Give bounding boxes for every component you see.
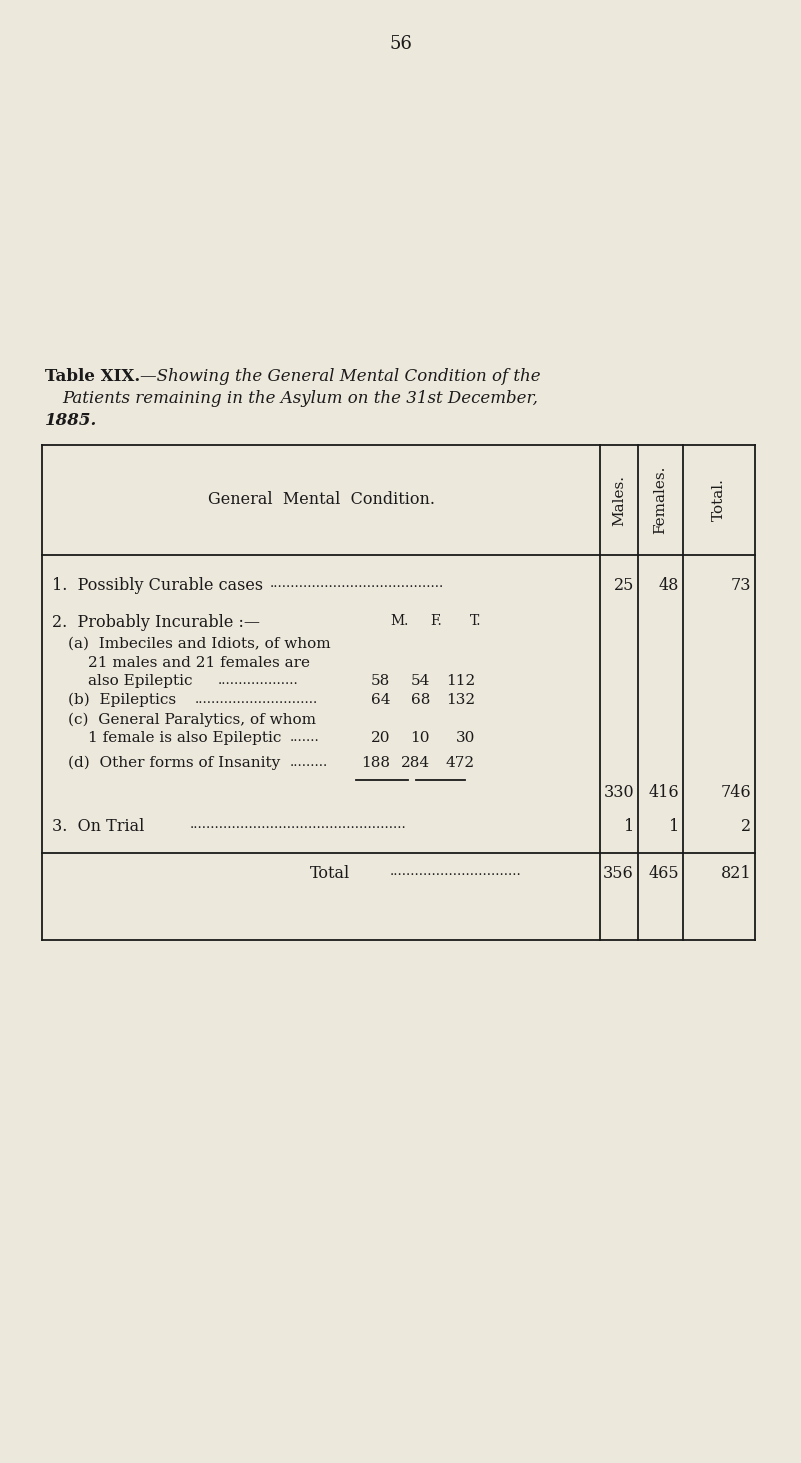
Text: General  Mental  Condition.: General Mental Condition. [207,492,434,509]
Text: (a)  Imbeciles and Idiots, of whom: (a) Imbeciles and Idiots, of whom [68,636,331,651]
Text: 58: 58 [371,674,390,688]
Text: (d)  Other forms of Insanity: (d) Other forms of Insanity [68,756,280,771]
Text: Patients remaining in the Asylum on the 31st December,: Patients remaining in the Asylum on the … [62,391,538,407]
Text: 25: 25 [614,576,634,594]
Text: 1: 1 [669,818,679,835]
Text: 472: 472 [446,756,475,770]
Text: 2.  Probably Incurable :—: 2. Probably Incurable :— [52,614,260,631]
Text: ...............................: ............................... [390,865,521,878]
Text: .............................: ............................. [195,693,318,707]
Text: 746: 746 [720,784,751,802]
Text: 21 males and 21 females are: 21 males and 21 females are [88,655,310,670]
Text: Total.: Total. [712,478,726,521]
Text: 30: 30 [456,732,475,745]
Text: 1885.: 1885. [45,413,97,429]
Text: 1 female is also Epileptic: 1 female is also Epileptic [88,732,281,745]
Text: 356: 356 [603,865,634,882]
Text: Total: Total [310,865,350,882]
Text: Males.: Males. [612,474,626,525]
Text: .......: ....... [290,732,320,745]
Text: .........: ......... [290,756,328,770]
Text: 132: 132 [446,693,475,707]
Text: 54: 54 [411,674,430,688]
Text: 284: 284 [400,756,430,770]
Text: 330: 330 [603,784,634,802]
Text: 465: 465 [648,865,679,882]
Text: 73: 73 [731,576,751,594]
Text: 112: 112 [445,674,475,688]
Text: 56: 56 [389,35,412,53]
Text: Table XIX.: Table XIX. [45,369,140,385]
Text: M.: M. [390,614,409,628]
Text: T.: T. [470,614,481,628]
Text: (c)  General Paralytics, of whom: (c) General Paralytics, of whom [68,712,316,727]
Text: ...................: ................... [218,674,299,688]
Text: ...................................................: ........................................… [190,818,407,831]
Text: 48: 48 [658,576,679,594]
Text: 64: 64 [371,693,390,707]
Text: (b)  Epileptics: (b) Epileptics [68,693,176,708]
Text: 68: 68 [411,693,430,707]
Text: 1: 1 [624,818,634,835]
Text: Females.: Females. [654,465,667,534]
Text: 416: 416 [648,784,679,802]
Text: 10: 10 [410,732,430,745]
Text: .........................................: ........................................… [270,576,445,590]
Text: 3.  On Trial: 3. On Trial [52,818,144,835]
Text: 1.  Possibly Curable cases: 1. Possibly Curable cases [52,576,263,594]
Text: 2: 2 [741,818,751,835]
Text: also Epileptic: also Epileptic [88,674,192,688]
Text: 821: 821 [720,865,751,882]
Text: 188: 188 [361,756,390,770]
Text: F.: F. [430,614,441,628]
Text: —Showing the General Mental Condition of the: —Showing the General Mental Condition of… [140,369,541,385]
Text: 20: 20 [371,732,390,745]
